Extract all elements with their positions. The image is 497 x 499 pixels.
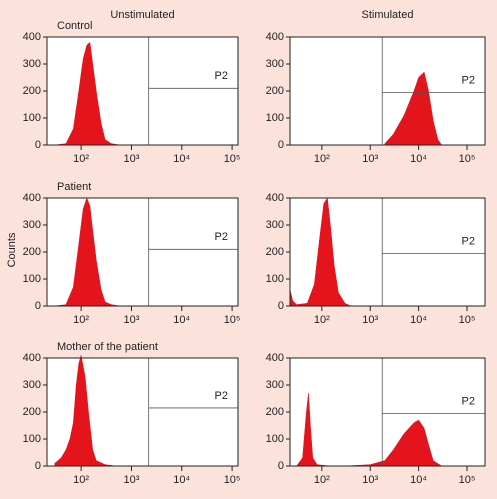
x-tick-label: 10² bbox=[73, 153, 89, 165]
x-tick-label: 10⁵ bbox=[224, 153, 241, 165]
x-tick-label: 10⁴ bbox=[173, 474, 190, 486]
panel-title: Mother of the patient bbox=[57, 341, 158, 353]
y-tick-label: 0 bbox=[35, 300, 41, 312]
x-tick-label: 10⁴ bbox=[410, 474, 427, 486]
x-tick-label: 10² bbox=[314, 474, 330, 486]
y-tick-label: 200 bbox=[266, 406, 284, 418]
panel-title: Control bbox=[57, 20, 92, 32]
y-tick-label: 0 bbox=[35, 139, 41, 151]
y-tick-label: 100 bbox=[23, 273, 41, 285]
gate-label: P2 bbox=[215, 70, 228, 82]
gate-label: P2 bbox=[462, 74, 475, 86]
y-tick-label: 300 bbox=[266, 219, 284, 231]
y-tick-label: 0 bbox=[278, 460, 284, 472]
y-tick-label: 200 bbox=[23, 406, 41, 418]
y-tick-label: 300 bbox=[266, 379, 284, 391]
y-tick-label: 0 bbox=[278, 300, 284, 312]
y-tick-label: 200 bbox=[266, 246, 284, 258]
column-title: Stimulated bbox=[362, 9, 414, 21]
histogram-area bbox=[54, 197, 121, 307]
y-tick-label: 400 bbox=[266, 352, 284, 364]
x-tick-label: 10⁴ bbox=[410, 153, 427, 165]
x-tick-label: 10⁴ bbox=[173, 153, 190, 165]
x-tick-label: 10⁵ bbox=[224, 474, 241, 486]
y-tick-label: 400 bbox=[266, 192, 284, 204]
y-tick-label: 200 bbox=[23, 246, 41, 258]
column-title: Unstimulated bbox=[110, 9, 174, 21]
y-tick-label: 200 bbox=[23, 85, 41, 97]
y-tick-label: 300 bbox=[266, 58, 284, 70]
x-tick-label: 10⁵ bbox=[459, 314, 476, 326]
x-tick-label: 10³ bbox=[123, 153, 139, 165]
y-tick-label: 400 bbox=[23, 352, 41, 364]
x-tick-label: 10⁵ bbox=[459, 474, 476, 486]
y-axis-label: Counts bbox=[6, 232, 18, 267]
x-tick-label: 10⁴ bbox=[410, 314, 427, 326]
y-tick-label: 300 bbox=[23, 219, 41, 231]
y-tick-label: 300 bbox=[23, 379, 41, 391]
gate-label: P2 bbox=[462, 235, 475, 247]
plot-area bbox=[290, 358, 485, 466]
y-tick-label: 200 bbox=[266, 85, 284, 97]
y-tick-label: 400 bbox=[23, 192, 41, 204]
histogram-area bbox=[384, 71, 443, 146]
y-tick-label: 100 bbox=[266, 273, 284, 285]
panel-title: Patient bbox=[57, 181, 91, 193]
plot-area bbox=[290, 37, 485, 145]
y-tick-label: 300 bbox=[23, 58, 41, 70]
histogram-area bbox=[296, 393, 443, 467]
x-tick-label: 10² bbox=[73, 314, 89, 326]
gate-label: P2 bbox=[215, 390, 228, 402]
x-tick-label: 10² bbox=[73, 474, 89, 486]
x-tick-label: 10³ bbox=[123, 474, 139, 486]
x-tick-label: 10⁵ bbox=[224, 314, 241, 326]
x-tick-label: 10² bbox=[314, 314, 330, 326]
y-tick-label: 100 bbox=[266, 433, 284, 445]
x-tick-label: 10³ bbox=[362, 314, 378, 326]
y-tick-label: 100 bbox=[266, 112, 284, 124]
y-tick-label: 100 bbox=[23, 112, 41, 124]
x-tick-label: 10³ bbox=[362, 153, 378, 165]
histogram-area bbox=[54, 355, 117, 467]
histogram-area bbox=[289, 197, 352, 307]
y-tick-label: 400 bbox=[23, 31, 41, 43]
y-tick-label: 0 bbox=[278, 139, 284, 151]
y-tick-label: 0 bbox=[35, 460, 41, 472]
x-tick-label: 10² bbox=[314, 153, 330, 165]
x-tick-label: 10⁴ bbox=[173, 314, 190, 326]
y-tick-label: 100 bbox=[23, 433, 41, 445]
gate-label: P2 bbox=[462, 395, 475, 407]
y-tick-label: 400 bbox=[266, 31, 284, 43]
histogram-area bbox=[54, 41, 121, 146]
x-tick-label: 10⁵ bbox=[459, 153, 476, 165]
x-tick-label: 10³ bbox=[123, 314, 139, 326]
gate-label: P2 bbox=[215, 231, 228, 243]
x-tick-label: 10³ bbox=[362, 474, 378, 486]
